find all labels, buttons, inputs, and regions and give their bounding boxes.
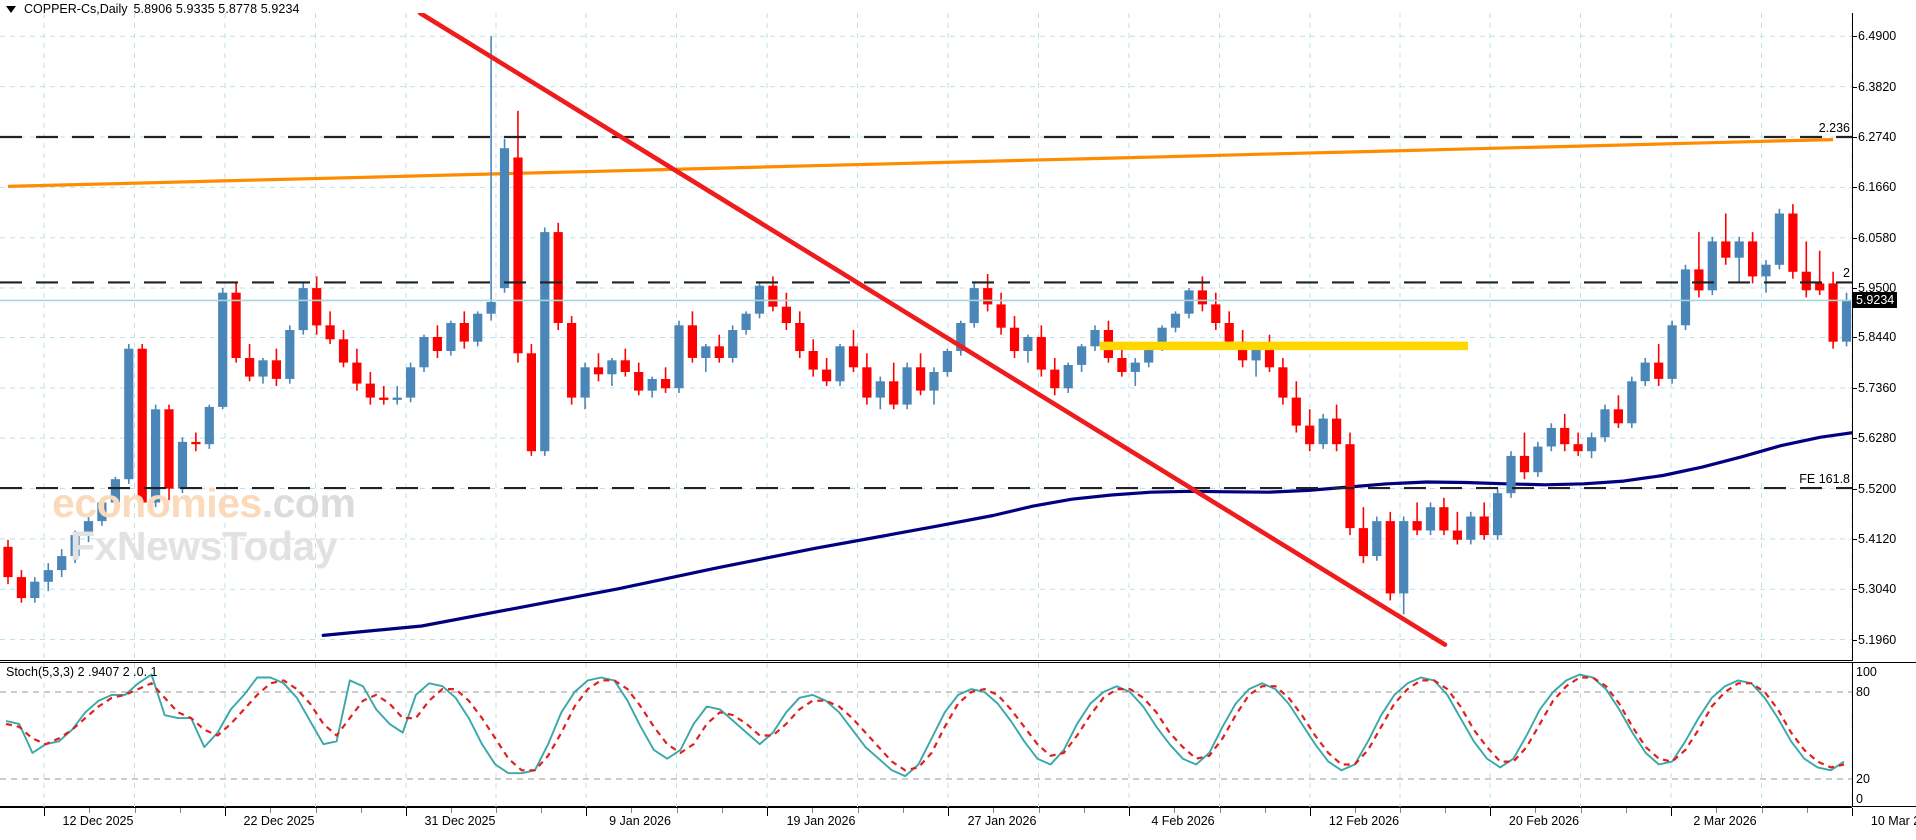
stochastic-axis-label: 20: [1856, 772, 1870, 786]
stochastic-pane[interactable]: Stoch(5,3,3) 2 .9407 2 .0. 1: [0, 662, 1852, 808]
price-axis-tick: [1853, 86, 1857, 88]
price-axis-tick: [1853, 589, 1857, 591]
date-axis-minor-tick: [1445, 808, 1446, 813]
price-axis-label: 5.5200: [1858, 481, 1897, 496]
date-axis-tick: [1852, 808, 1853, 816]
date-axis-minor-tick: [1535, 808, 1537, 813]
price-axis-label: 6.0580: [1858, 230, 1897, 245]
price-axis-label: 6.3820: [1858, 79, 1897, 94]
date-axis-minor-tick: [857, 808, 859, 813]
price-chart-pane[interactable]: [0, 13, 1852, 661]
date-axis-tick: [225, 808, 226, 816]
date-axis-minor-tick: [1716, 808, 1718, 813]
date-axis-minor-tick: [360, 808, 362, 813]
stochastic-axis[interactable]: 100 80 20 0: [1852, 662, 1916, 807]
price-axis-tick: [1853, 237, 1857, 239]
current-price-badge: 5.9234: [1853, 292, 1898, 309]
stochastic-axis-label: 80: [1856, 685, 1870, 699]
date-axis-minor-tick: [179, 808, 181, 813]
price-plot: [0, 13, 1852, 661]
price-axis-label: 5.7360: [1858, 380, 1897, 395]
date-axis-minor-tick: [993, 808, 995, 813]
stochastic-axis-label: 0: [1856, 792, 1863, 806]
date-axis-label: 4 Feb 2026: [1151, 814, 1215, 828]
date-axis-tick: [1310, 808, 1311, 816]
date-axis-minor-tick: [1400, 808, 1401, 813]
price-axis-label: 5.8440: [1858, 330, 1897, 345]
price-axis-label: 6.2740: [1858, 130, 1897, 144]
date-axis-minor-tick: [451, 808, 452, 813]
date-axis-minor-tick: [496, 808, 497, 813]
stochastic-axis-label: 100: [1856, 665, 1877, 679]
date-axis-minor-tick: [812, 808, 814, 813]
price-axis-tick: [1853, 288, 1857, 290]
date-axis-minor-tick: [1038, 808, 1040, 813]
date-axis-tick: [767, 808, 768, 816]
date-axis-tick: [1671, 808, 1672, 816]
date-axis-minor-tick: [902, 808, 904, 813]
date-axis-minor-tick: [1580, 808, 1582, 813]
date-axis-label: 2 Mar 2026: [1693, 814, 1757, 828]
date-axis-minor-tick: [1625, 808, 1627, 813]
date-axis-minor-tick: [1264, 808, 1266, 813]
price-axis-tick: [1853, 387, 1857, 389]
price-axis-tick: [1853, 187, 1857, 189]
level-tag: 2: [1843, 266, 1850, 281]
date-axis-minor-tick: [631, 808, 633, 813]
date-axis-minor-tick: [1355, 808, 1356, 813]
date-axis-label: 12 Feb 2026: [1328, 814, 1400, 828]
chart-header: COPPER-Cs,Daily 5.8906 5.9335 5.8778 5.9…: [0, 0, 300, 18]
price-axis[interactable]: 6.4900 6.3820 6.2740 6.1660 6.0580 5.9500 5.84…: [1852, 13, 1916, 661]
price-axis-label: 6.1660: [1858, 180, 1897, 195]
ohlc-values: 5.8906 5.9335 5.8778 5.9234: [133, 2, 300, 16]
date-axis-minor-tick: [676, 808, 678, 813]
date-axis-tick: [1129, 808, 1130, 816]
price-axis-tick: [1853, 137, 1857, 138]
date-axis-minor-tick: [89, 808, 91, 813]
stochastic-plot: [0, 663, 1852, 808]
date-axis-label: 12 Dec 2025: [62, 814, 134, 828]
price-axis-label: 6.4900: [1858, 29, 1897, 44]
date-axis-minor-tick: [134, 808, 136, 813]
price-axis-tick: [1853, 438, 1857, 440]
date-axis-label: 19 Jan 2026: [786, 814, 856, 828]
price-axis-label: 5.9500: [1858, 281, 1897, 296]
date-axis-label: 20 Feb 2026: [1508, 814, 1580, 828]
date-axis-minor-tick: [1174, 808, 1176, 813]
date-axis-label: 22 Dec 2025: [243, 814, 315, 828]
date-axis-label: 27 Jan 2026: [967, 814, 1037, 828]
date-axis-minor-tick: [721, 808, 723, 813]
price-axis-tick: [1853, 639, 1857, 641]
price-axis-label: 5.3040: [1858, 582, 1897, 597]
date-axis-tick: [44, 808, 45, 816]
date-axis-minor-tick: [541, 808, 542, 813]
date-axis-minor-tick: [1083, 808, 1085, 813]
price-axis-tick: [1853, 337, 1857, 339]
price-axis-tick: [1853, 36, 1857, 38]
date-axis-tick: [586, 808, 587, 816]
date-axis-label: 31 Dec 2025: [424, 814, 496, 828]
date-axis-minor-tick: [1761, 808, 1763, 813]
date-axis-tick: [1490, 808, 1491, 816]
price-axis-label: 5.1960: [1858, 632, 1897, 647]
level-tag: FE 161.8: [1799, 472, 1850, 487]
price-axis-tick: [1853, 488, 1857, 490]
date-axis[interactable]: 12 Dec 2025 22 Dec 2025 31 Dec 2025 9 Jan 2…: [0, 807, 1916, 840]
stochastic-label: Stoch(5,3,3) 2 .9407 2 .0. 1: [6, 665, 158, 679]
triangle-down-icon[interactable]: [6, 5, 16, 13]
date-axis-label: 10 Mar 2026: [1870, 814, 1916, 828]
date-axis-minor-tick: [315, 808, 317, 813]
date-axis-minor-tick: [1219, 808, 1221, 813]
date-axis-minor-tick: [1806, 808, 1808, 813]
date-axis-minor-tick: [270, 808, 272, 813]
price-axis-tick: [1853, 538, 1857, 540]
price-axis-label: 5.6280: [1858, 431, 1897, 446]
level-tag: 2.236: [1818, 121, 1850, 135]
symbol-label: COPPER-Cs,Daily: [24, 2, 128, 16]
date-axis-label: 9 Jan 2026: [609, 814, 671, 828]
date-axis-tick: [406, 808, 407, 816]
date-axis-tick: [948, 808, 949, 816]
price-axis-label: 5.4120: [1858, 531, 1897, 546]
